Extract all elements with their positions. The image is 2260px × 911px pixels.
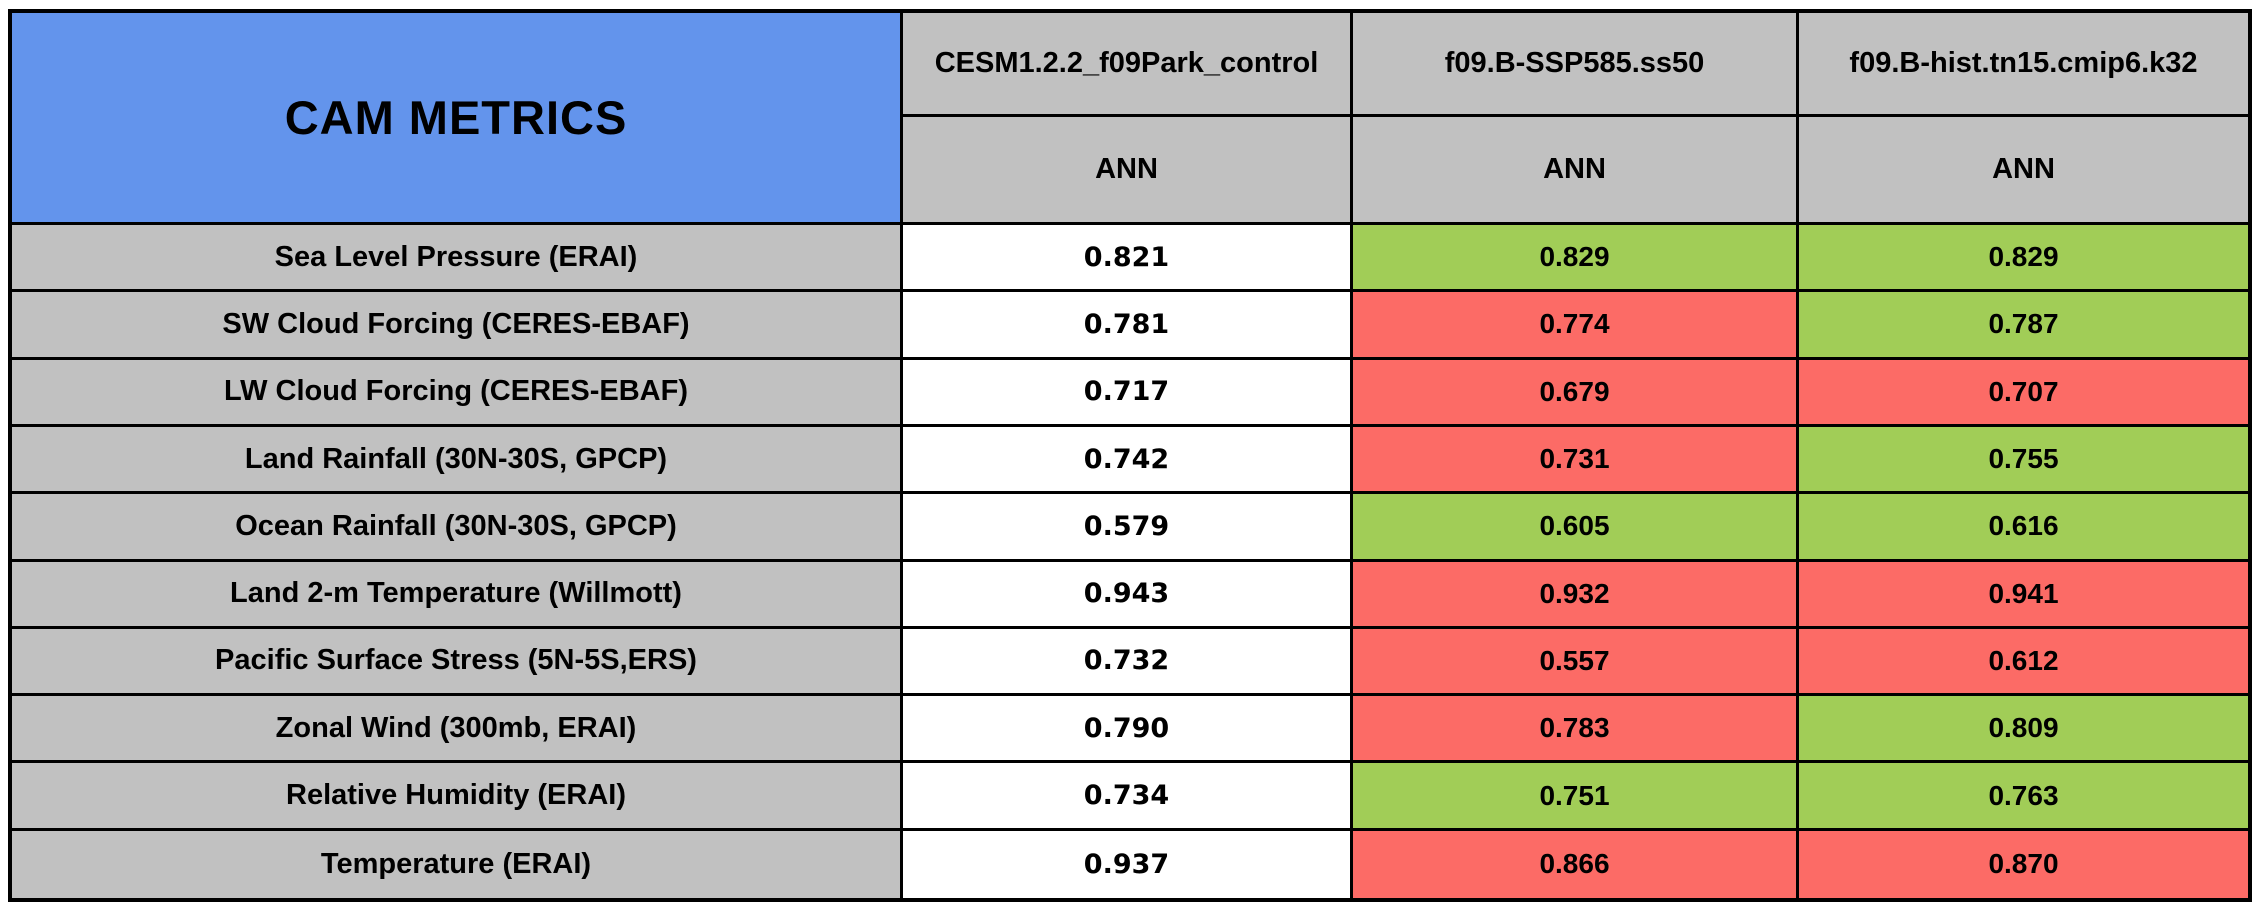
metric-label: Ocean Rainfall (30N-30S, GPCP) xyxy=(12,494,903,562)
metric-label: Zonal Wind (300mb, ERAI) xyxy=(12,696,903,764)
metric-value-hist: 0.829 xyxy=(1799,225,2248,293)
column-header-model-3: f09.B-hist.tn15.cmip6.k32 xyxy=(1799,13,2248,117)
table-title: CAM METRICS xyxy=(284,91,628,144)
metric-value-control: 0.781 xyxy=(903,292,1353,360)
metric-label: Land Rainfall (30N-30S, GPCP) xyxy=(12,426,903,495)
metric-value-hist: 0.616 xyxy=(1799,494,2248,562)
metric-value-ssp585: 0.605 xyxy=(1353,494,1799,562)
metric-value-hist: 0.870 xyxy=(1799,830,2248,898)
metric-value-ssp585: 0.731 xyxy=(1353,426,1799,495)
metric-value-ssp585: 0.557 xyxy=(1353,628,1799,697)
metric-value-control: 0.717 xyxy=(903,359,1353,427)
metric-value-control: 0.943 xyxy=(903,561,1353,629)
cam-metrics-table: CAM METRICS CESM1.2.2_f09Park_control f0… xyxy=(8,9,2252,902)
column-subheader-ann-3: ANN xyxy=(1799,117,2248,225)
column-subheader-ann-2: ANN xyxy=(1353,117,1799,225)
metric-value-hist: 0.809 xyxy=(1799,696,2248,764)
column-header-model-2: f09.B-SSP585.ss50 xyxy=(1353,13,1799,117)
metric-value-hist: 0.612 xyxy=(1799,628,2248,697)
metric-label: LW Cloud Forcing (CERES-EBAF) xyxy=(12,359,903,427)
metric-value-hist: 0.755 xyxy=(1799,426,2248,495)
metric-value-ssp585: 0.679 xyxy=(1353,359,1799,427)
metric-value-hist: 0.941 xyxy=(1799,561,2248,629)
metric-value-control: 0.937 xyxy=(903,830,1353,898)
metric-value-ssp585: 0.774 xyxy=(1353,292,1799,360)
metric-value-ssp585: 0.866 xyxy=(1353,830,1799,898)
metric-value-ssp585: 0.783 xyxy=(1353,696,1799,764)
metric-value-ssp585: 0.829 xyxy=(1353,225,1799,293)
metric-value-control: 0.821 xyxy=(903,225,1353,293)
metric-label: Sea Level Pressure (ERAI) xyxy=(12,225,903,293)
metric-value-hist: 0.763 xyxy=(1799,763,2248,831)
metric-value-ssp585: 0.751 xyxy=(1353,763,1799,831)
metric-label: Relative Humidity (ERAI) xyxy=(12,763,903,831)
metric-value-control: 0.579 xyxy=(903,494,1353,562)
metric-label: Land 2-m Temperature (Willmott) xyxy=(12,561,903,629)
metric-label: SW Cloud Forcing (CERES-EBAF) xyxy=(12,292,903,360)
table-title-cell: CAM METRICS xyxy=(12,13,903,225)
metric-label: Temperature (ERAI) xyxy=(12,830,903,898)
column-subheader-ann-1: ANN xyxy=(903,117,1353,225)
metric-value-control: 0.790 xyxy=(903,696,1353,764)
metric-value-ssp585: 0.932 xyxy=(1353,561,1799,629)
metric-value-hist: 0.787 xyxy=(1799,292,2248,360)
metric-value-hist: 0.707 xyxy=(1799,359,2248,427)
column-header-model-1: CESM1.2.2_f09Park_control xyxy=(903,13,1353,117)
metric-label: Pacific Surface Stress (5N-5S,ERS) xyxy=(12,628,903,697)
metric-value-control: 0.732 xyxy=(903,628,1353,697)
metric-value-control: 0.734 xyxy=(903,763,1353,831)
metric-value-control: 0.742 xyxy=(903,426,1353,495)
